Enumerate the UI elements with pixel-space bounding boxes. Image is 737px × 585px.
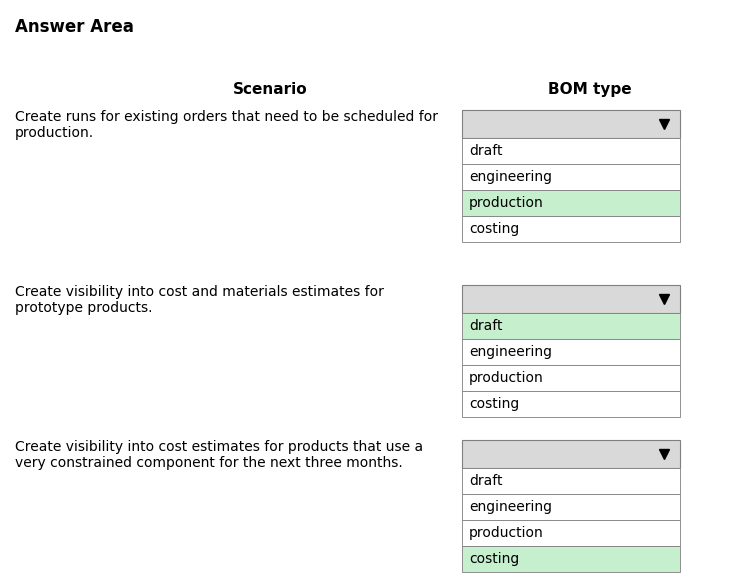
FancyBboxPatch shape [462,339,680,365]
Text: draft: draft [469,319,503,333]
FancyBboxPatch shape [462,391,680,417]
Text: costing: costing [469,552,520,566]
FancyBboxPatch shape [462,138,680,164]
FancyBboxPatch shape [462,190,680,216]
Text: engineering: engineering [469,170,552,184]
FancyBboxPatch shape [462,440,680,468]
FancyBboxPatch shape [462,164,680,190]
Text: Create visibility into cost and materials estimates for
prototype products.: Create visibility into cost and material… [15,285,384,315]
FancyBboxPatch shape [462,110,680,138]
Text: engineering: engineering [469,345,552,359]
Text: draft: draft [469,474,503,488]
FancyBboxPatch shape [462,468,680,494]
Text: production: production [469,196,544,210]
Text: Create runs for existing orders that need to be scheduled for
production.: Create runs for existing orders that nee… [15,110,438,140]
Text: engineering: engineering [469,500,552,514]
Text: costing: costing [469,397,520,411]
Text: BOM type: BOM type [548,82,632,97]
FancyBboxPatch shape [462,216,680,242]
Text: costing: costing [469,222,520,236]
FancyBboxPatch shape [462,520,680,546]
Text: Create visibility into cost estimates for products that use a
very constrained c: Create visibility into cost estimates fo… [15,440,423,470]
Text: Answer Area: Answer Area [15,18,134,36]
FancyBboxPatch shape [462,285,680,313]
FancyBboxPatch shape [462,494,680,520]
Text: production: production [469,526,544,540]
FancyBboxPatch shape [462,546,680,572]
Text: production: production [469,371,544,385]
Text: Scenario: Scenario [233,82,307,97]
FancyBboxPatch shape [462,365,680,391]
Text: draft: draft [469,144,503,158]
FancyBboxPatch shape [462,313,680,339]
